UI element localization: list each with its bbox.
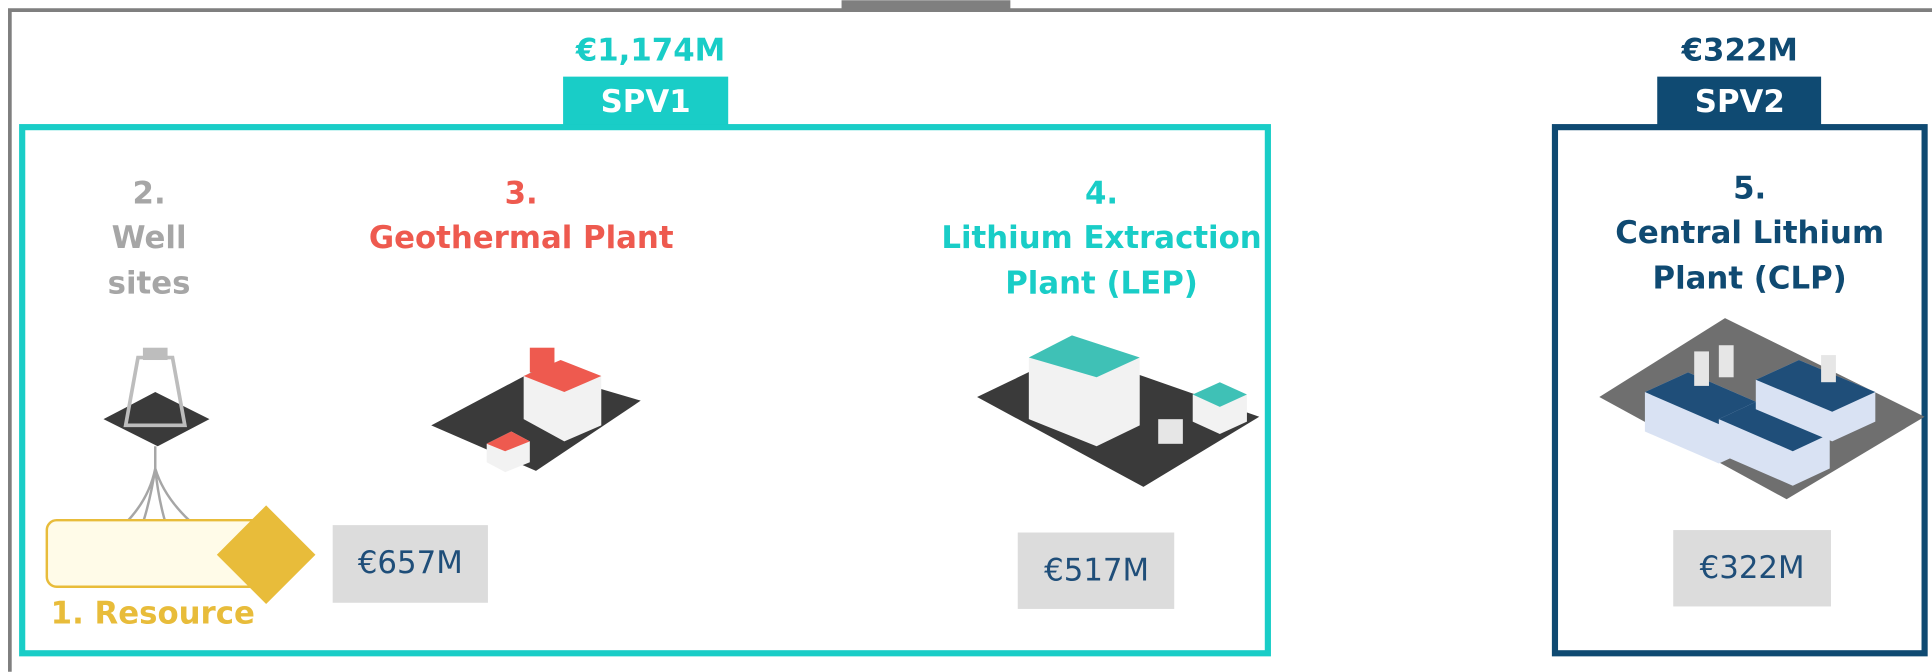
stage-number: 5. [1733, 170, 1766, 206]
stage-cost: €517M [1044, 552, 1149, 588]
geothermal-icon [431, 347, 641, 473]
cost-box [1017, 532, 1175, 609]
clp-icon [1599, 318, 1925, 500]
stage-cost: €322M [1700, 550, 1805, 586]
lep-icon [977, 335, 1260, 487]
resource-label: 1. Resource [51, 596, 255, 632]
spv2-tab [1657, 76, 1822, 126]
spv2-total: €322M [1681, 32, 1798, 68]
stage-number: 4. [1085, 175, 1118, 211]
well-icon [85, 347, 235, 562]
spv1-tab [563, 76, 729, 126]
spv2-box [1551, 124, 1928, 657]
stage-cost: €657M [358, 545, 463, 581]
spv1-box [19, 124, 1271, 657]
stage-number: 2. [133, 175, 166, 211]
spv1-name: SPV1 [601, 84, 691, 120]
stage-number: 3. [505, 175, 538, 211]
resource-icon [216, 505, 316, 604]
cost-box [1673, 530, 1831, 607]
stage-title: Lithium Extraction [941, 220, 1261, 256]
cost-box [332, 525, 488, 603]
stage-title: Geothermal Plant [369, 220, 674, 256]
stage-title: Central Lithium [1615, 215, 1884, 251]
frame-tab [841, 0, 1011, 12]
frame [8, 8, 1932, 672]
stage-title: Plant (LEP) [1005, 265, 1198, 301]
stage-title: Well [112, 220, 187, 256]
stage-title: Plant (CLP) [1653, 260, 1847, 296]
stage-title: sites [108, 265, 191, 301]
spv1-total: €1,174M [575, 32, 726, 68]
spv2-name: SPV2 [1695, 84, 1785, 120]
